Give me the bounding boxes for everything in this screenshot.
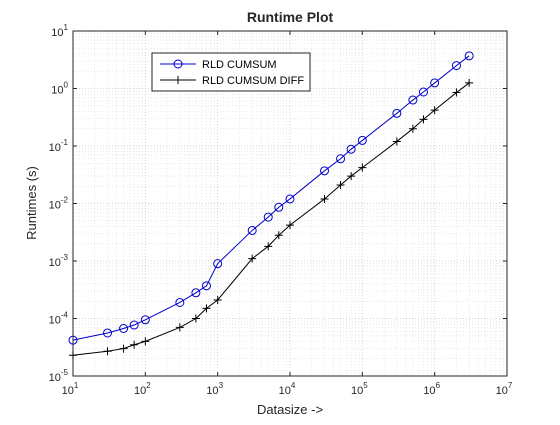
- data-point: [191, 314, 200, 323]
- data-point: [320, 166, 330, 176]
- series-layer: [68, 51, 474, 360]
- data-point: [392, 137, 401, 146]
- x-tick-label: 101: [62, 381, 79, 397]
- legend-box: [151, 52, 311, 92]
- series-2: [69, 78, 474, 360]
- data-point: [346, 144, 356, 154]
- data-point: [286, 221, 294, 230]
- data-point: [285, 194, 295, 204]
- x-tick-label: 104: [279, 381, 296, 397]
- grid: [72, 30, 508, 377]
- x-tick-label: 103: [206, 381, 223, 397]
- data-point: [119, 324, 129, 334]
- x-tick-label: 107: [496, 381, 513, 397]
- data-point: [408, 95, 418, 105]
- data-point: [274, 231, 283, 240]
- tick-layer: 101 102 103 104 105 106 107 10-5 10-4 10-3 10-2 10-…: [49, 23, 513, 397]
- data-point: [320, 194, 329, 203]
- data-point: [336, 154, 346, 164]
- x-tick-label: 105: [351, 381, 368, 397]
- data-point: [247, 225, 257, 235]
- data-point: [103, 328, 113, 338]
- legend: RLD CUMSUM RLD CUMSUM DIFF: [151, 52, 311, 92]
- data-point: [103, 347, 112, 356]
- y-tick-label: 100: [51, 81, 68, 97]
- data-point: [392, 108, 402, 118]
- data-point: [465, 78, 474, 87]
- data-point: [358, 163, 367, 172]
- chart-title: Runtime Plot: [247, 9, 334, 25]
- data-point: [175, 323, 184, 332]
- y-tick-label: 10-2: [49, 196, 69, 212]
- legend-label-series-1: RLD CUMSUM: [202, 59, 277, 71]
- data-point: [68, 335, 78, 345]
- data-point: [201, 281, 211, 291]
- data-point: [213, 259, 223, 269]
- data-point: [191, 288, 201, 298]
- data-point: [419, 115, 428, 124]
- y-tick-label: 10-3: [49, 253, 69, 269]
- data-point: [119, 344, 128, 353]
- x-tick-label: 106: [423, 381, 440, 397]
- data-point: [213, 295, 222, 304]
- x-tick-label: 102: [134, 381, 151, 397]
- series-1: [68, 51, 474, 345]
- data-point: [141, 337, 150, 346]
- legend-marker-series-1: [173, 59, 183, 69]
- y-axis-label: Runtimes (s): [24, 166, 39, 240]
- y-tick-label: 10-4: [49, 311, 69, 327]
- data-point: [452, 88, 461, 97]
- data-point: [274, 202, 284, 212]
- data-point: [175, 297, 185, 307]
- y-tick-label: 10-5: [49, 368, 69, 384]
- data-point: [248, 254, 257, 263]
- legend-marker-series-2: [174, 76, 182, 84]
- x-axis-label: Datasize ->: [257, 402, 323, 417]
- data-point: [464, 51, 474, 61]
- data-point: [336, 180, 345, 189]
- data-point: [451, 61, 461, 71]
- data-point: [130, 340, 139, 349]
- y-tick-label: 10-1: [49, 138, 69, 154]
- data-point: [69, 351, 77, 360]
- data-point: [357, 135, 367, 145]
- data-point: [430, 106, 439, 115]
- legend-label-series-2: RLD CUMSUM DIFF: [202, 75, 304, 87]
- data-point: [430, 78, 440, 88]
- data-point: [418, 87, 428, 97]
- data-point: [140, 315, 150, 325]
- data-point: [408, 124, 417, 133]
- data-point: [347, 172, 356, 181]
- data-point: [263, 212, 273, 222]
- data-point: [129, 320, 139, 330]
- data-point: [264, 242, 273, 251]
- y-tick-label: 101: [51, 23, 68, 39]
- data-point: [202, 304, 211, 313]
